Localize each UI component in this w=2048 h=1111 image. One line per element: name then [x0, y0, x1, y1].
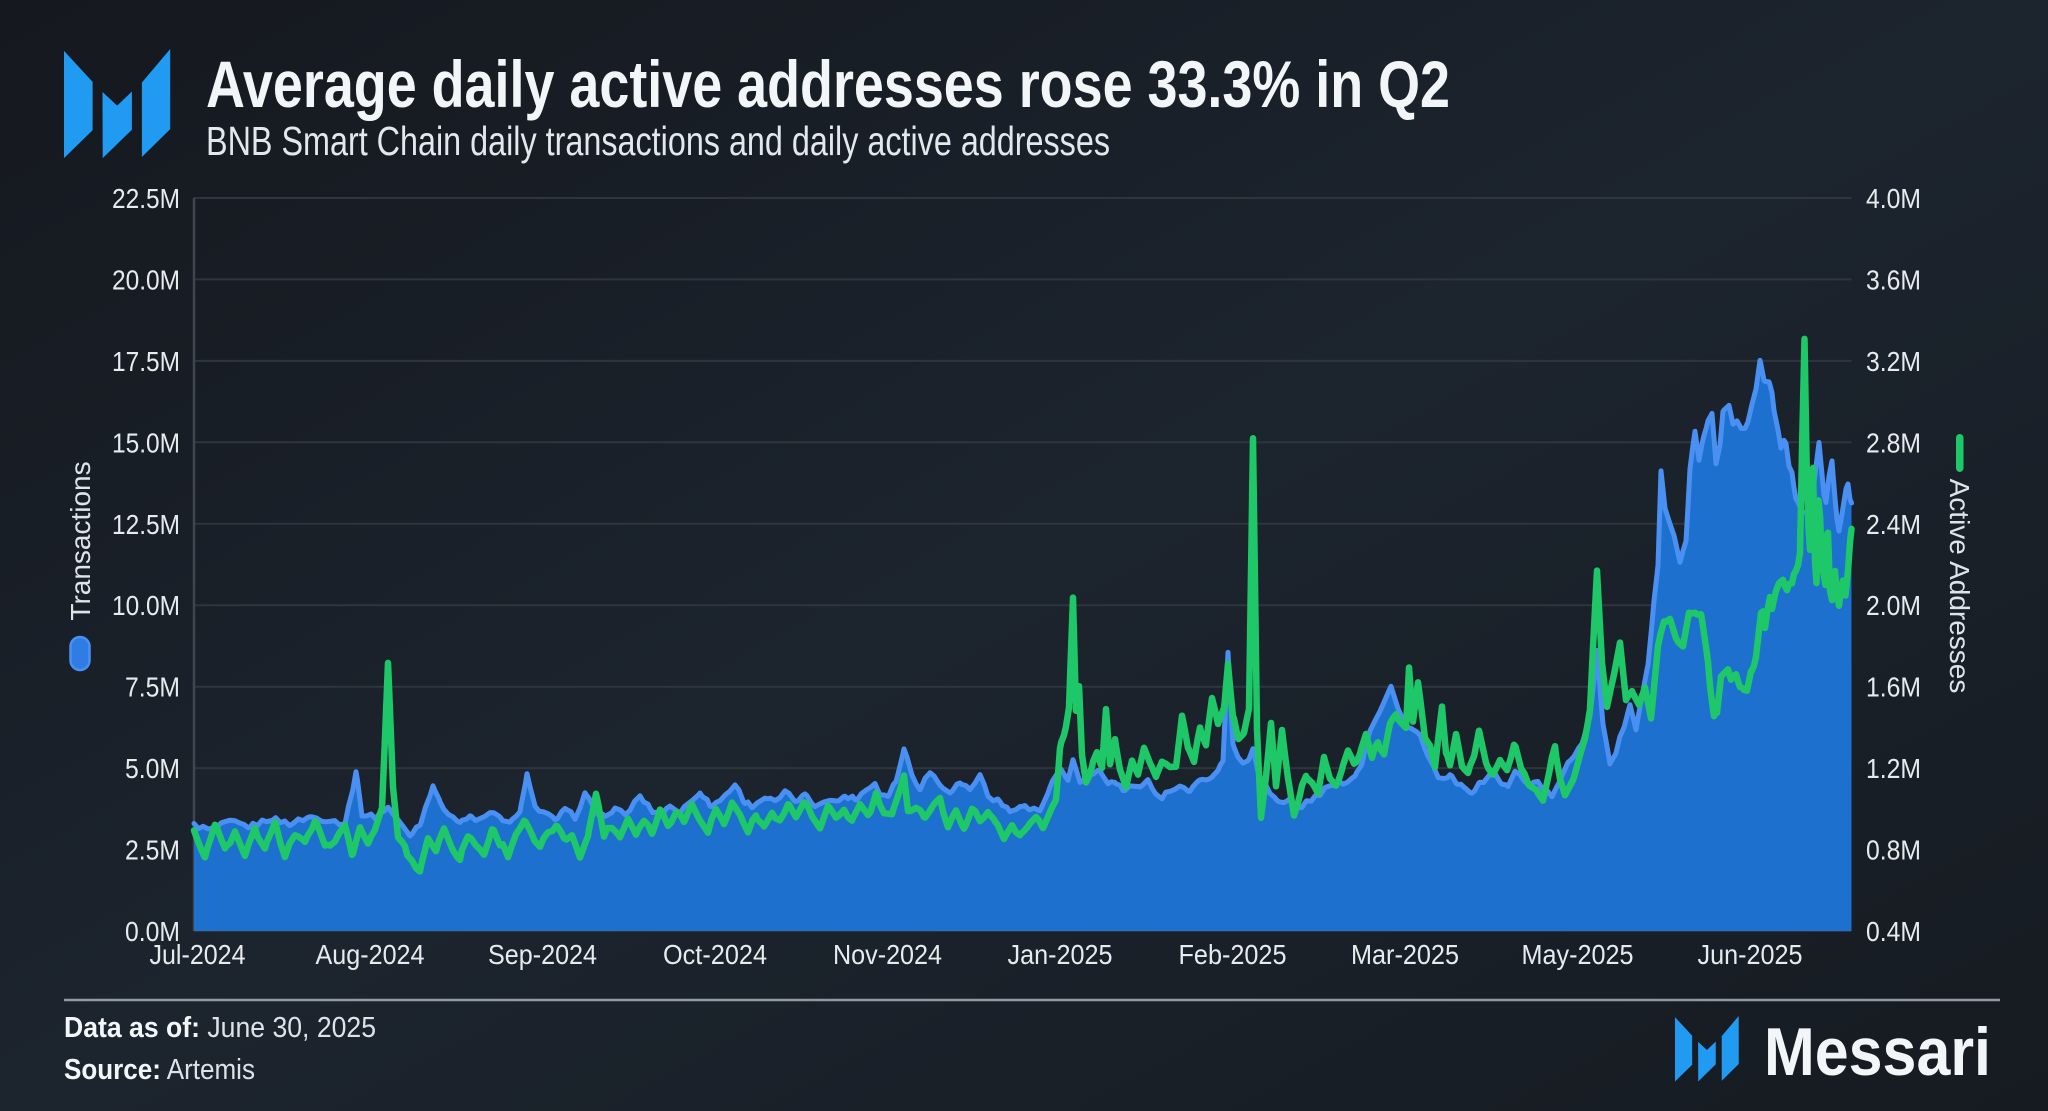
svg-text:2.4M: 2.4M [1866, 509, 1921, 540]
svg-text:12.5M: 12.5M [112, 509, 180, 540]
svg-text:Jun-2025: Jun-2025 [1698, 939, 1803, 970]
svg-text:Nov-2024: Nov-2024 [833, 939, 942, 970]
svg-text:17.5M: 17.5M [112, 346, 180, 377]
svg-text:Active Addresses: Active Addresses [1944, 479, 1975, 694]
svg-text:2.8M: 2.8M [1866, 427, 1921, 458]
svg-text:Average daily active addresses: Average daily active addresses rose 33.3… [206, 47, 1450, 121]
svg-text:0.0M: 0.0M [125, 916, 180, 947]
svg-text:0.4M: 0.4M [1866, 916, 1921, 947]
svg-text:Aug-2024: Aug-2024 [316, 939, 425, 970]
svg-text:3.6M: 3.6M [1866, 264, 1921, 295]
svg-text:Jan-2025: Jan-2025 [1008, 939, 1113, 970]
svg-text:2.0M: 2.0M [1866, 590, 1921, 621]
svg-text:Messari: Messari [1764, 1014, 1991, 1090]
svg-text:Transactions: Transactions [65, 461, 96, 620]
svg-text:22.5M: 22.5M [112, 183, 180, 214]
svg-text:0.8M: 0.8M [1866, 835, 1921, 866]
svg-text:Sep-2024: Sep-2024 [488, 939, 597, 970]
svg-text:1.6M: 1.6M [1866, 672, 1921, 703]
svg-text:Data as of: June 30, 2025: Data as of: June 30, 2025 [64, 1012, 376, 1044]
svg-text:4.0M: 4.0M [1866, 183, 1921, 214]
svg-text:Mar-2025: Mar-2025 [1351, 939, 1459, 970]
svg-text:5.0M: 5.0M [125, 753, 180, 784]
svg-text:Feb-2025: Feb-2025 [1179, 939, 1287, 970]
svg-text:2.5M: 2.5M [125, 835, 180, 866]
svg-text:15.0M: 15.0M [112, 427, 180, 458]
svg-text:1.2M: 1.2M [1866, 753, 1921, 784]
svg-text:Source: Artemis: Source: Artemis [64, 1054, 255, 1086]
svg-text:BNB Smart Chain daily transact: BNB Smart Chain daily transactions and d… [206, 118, 1110, 164]
svg-text:10.0M: 10.0M [112, 590, 180, 621]
svg-text:7.5M: 7.5M [125, 672, 180, 703]
svg-text:Oct-2024: Oct-2024 [663, 939, 767, 970]
svg-text:Jul-2024: Jul-2024 [150, 939, 246, 970]
svg-text:May-2025: May-2025 [1522, 939, 1634, 970]
svg-text:3.2M: 3.2M [1866, 346, 1921, 377]
svg-text:20.0M: 20.0M [112, 264, 180, 295]
